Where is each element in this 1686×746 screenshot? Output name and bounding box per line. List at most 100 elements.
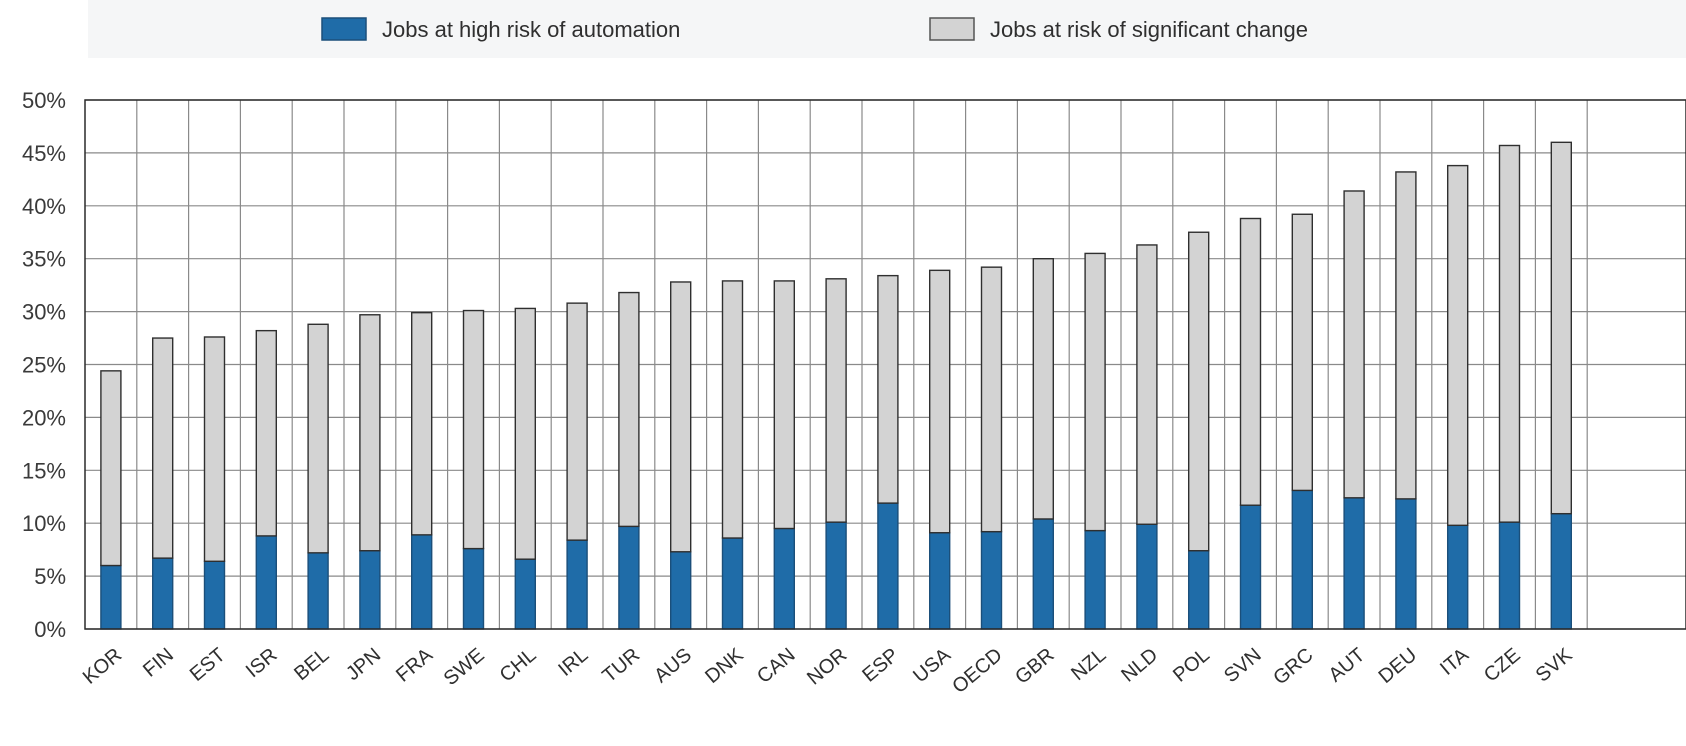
y-tick-label: 45% [22, 141, 66, 166]
x-category-label: NZL [1067, 644, 1110, 685]
legend-label-significant-change: Jobs at risk of significant change [990, 17, 1308, 42]
y-tick-label: 30% [22, 300, 66, 325]
plot-frame [84, 99, 1686, 630]
x-category-label: CZE [1480, 644, 1525, 687]
x-category-label: AUT [1325, 644, 1370, 687]
y-tick-label: 40% [22, 194, 66, 219]
bar-est-high-risk [203, 560, 226, 630]
bar-usa-high-risk [929, 532, 951, 630]
bar-isr-significant-change [255, 329, 277, 537]
x-category-label: OECD [948, 644, 1006, 698]
bar-deu-significant-change [1395, 171, 1417, 500]
bar-pol-significant-change [1187, 231, 1210, 552]
bar-kor-high-risk [100, 564, 122, 630]
bar-can-significant-change [773, 280, 795, 530]
bar-nor-significant-change [825, 278, 847, 523]
bar-bel-high-risk [307, 552, 329, 630]
bar-swe-high-risk [462, 547, 485, 630]
bar-ita-high-risk [1446, 524, 1469, 630]
bar-nld-significant-change [1136, 244, 1158, 525]
bar-jpn-significant-change [359, 314, 381, 552]
bar-gbr-significant-change [1032, 258, 1055, 520]
bar-deu-high-risk [1395, 498, 1417, 630]
bar-dnk-high-risk [721, 537, 744, 630]
bar-chl-high-risk [514, 558, 536, 630]
x-category-label: SWE [440, 644, 489, 690]
bar-fin-high-risk [151, 557, 174, 630]
x-category-label: ESP [858, 644, 903, 687]
bar-est-significant-change [203, 336, 226, 562]
bar-isr-high-risk [255, 535, 277, 630]
x-category-label: GRC [1269, 644, 1317, 689]
x-category-label: EST [186, 644, 230, 686]
x-category-label: TUR [598, 644, 644, 687]
x-category-label: SVK [1532, 644, 1577, 687]
bar-esp-high-risk [877, 502, 899, 630]
bar-can-high-risk [773, 527, 795, 630]
x-category-label: BEL [290, 644, 333, 685]
x-category-label: NLD [1117, 644, 1162, 687]
x-category-label: DNK [701, 644, 748, 688]
bar-nzl-high-risk [1084, 529, 1106, 630]
bar-usa-significant-change [929, 269, 951, 534]
y-tick-label: 35% [22, 247, 66, 272]
x-category-label: CAN [753, 644, 799, 688]
x-category-label: ISR [242, 644, 282, 682]
x-category-label: POL [1169, 644, 1214, 687]
x-category-label: FIN [139, 644, 178, 682]
bar-ita-significant-change [1446, 164, 1469, 527]
bar-aus-high-risk [670, 551, 692, 630]
bar-irl-high-risk [566, 539, 588, 630]
bar-cze-significant-change [1498, 144, 1521, 523]
bar-dnk-significant-change [721, 280, 744, 539]
x-category-label: FRA [392, 644, 437, 687]
bar-aus-significant-change [670, 281, 692, 553]
bar-cze-high-risk [1498, 521, 1521, 630]
bar-nzl-significant-change [1084, 252, 1106, 532]
x-axis-category-labels: KOR FIN EST ISR BEL JPN FRA SWE CHL IRL TUR AUS DNK C… [79, 644, 1577, 698]
bar-tur-high-risk [618, 525, 640, 630]
bar-nor-high-risk [825, 521, 847, 630]
bar-svn-significant-change [1239, 217, 1262, 506]
y-tick-label: 20% [22, 405, 66, 430]
y-tick-label: 50% [22, 88, 66, 113]
x-category-label: AUS [650, 644, 696, 687]
bar-fra-high-risk [411, 534, 433, 630]
bar-grc-high-risk [1291, 489, 1314, 630]
bar-pol-high-risk [1187, 550, 1210, 630]
bar-chl-significant-change [514, 307, 536, 560]
bar-kor-significant-change [100, 370, 122, 567]
bar-svk-high-risk [1550, 512, 1573, 630]
y-tick-label: 25% [22, 353, 66, 378]
bar-fra-significant-change [411, 311, 433, 536]
y-axis-tick-labels: 0% 5% 10% 15% 20% 25% 30% 35% 40% 45% 50% [22, 88, 66, 642]
bar-esp-significant-change [877, 274, 899, 504]
y-tick-label: 15% [22, 458, 66, 483]
x-category-label: GBR [1011, 644, 1058, 689]
bar-grc-significant-change [1291, 213, 1314, 492]
bar-tur-significant-change [618, 291, 640, 528]
bar-fin-significant-change [151, 337, 174, 559]
legend-swatch-high-risk [321, 17, 367, 41]
x-category-label: IRL [554, 644, 592, 681]
legend: Jobs at high risk of automation Jobs at … [321, 17, 1308, 42]
x-category-label: NOR [803, 644, 851, 689]
bar-svk-significant-change [1550, 141, 1573, 515]
bar-svn-high-risk [1239, 504, 1262, 630]
bar-oecd-significant-change [980, 266, 1003, 533]
x-category-label: CHL [496, 644, 541, 687]
bar-jpn-high-risk [359, 550, 381, 630]
x-category-label: DEU [1375, 644, 1421, 688]
bar-swe-significant-change [462, 309, 485, 550]
x-category-label: SVN [1220, 644, 1266, 687]
bar-aut-high-risk [1343, 497, 1365, 630]
x-category-label: KOR [79, 644, 126, 689]
bar-nld-high-risk [1136, 523, 1158, 630]
legend-swatch-significant-change [929, 17, 975, 41]
bar-bel-significant-change [307, 323, 329, 554]
bars [100, 141, 1573, 630]
x-category-label: ITA [1436, 644, 1473, 680]
y-tick-label: 0% [34, 617, 66, 642]
